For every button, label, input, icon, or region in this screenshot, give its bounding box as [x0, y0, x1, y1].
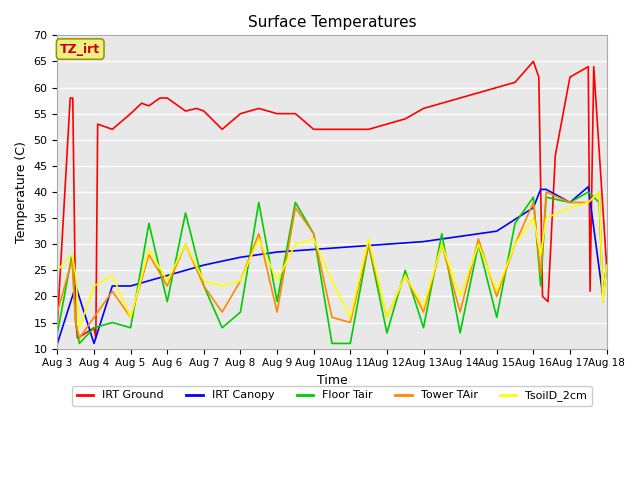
Y-axis label: Temperature (C): Temperature (C) [15, 141, 28, 243]
Legend: IRT Ground, IRT Canopy, Floor Tair, Tower TAir, TsoilD_2cm: IRT Ground, IRT Canopy, Floor Tair, Towe… [72, 386, 591, 406]
Text: TZ_irt: TZ_irt [60, 43, 100, 56]
X-axis label: Time: Time [317, 374, 348, 387]
Title: Surface Temperatures: Surface Temperatures [248, 15, 416, 30]
